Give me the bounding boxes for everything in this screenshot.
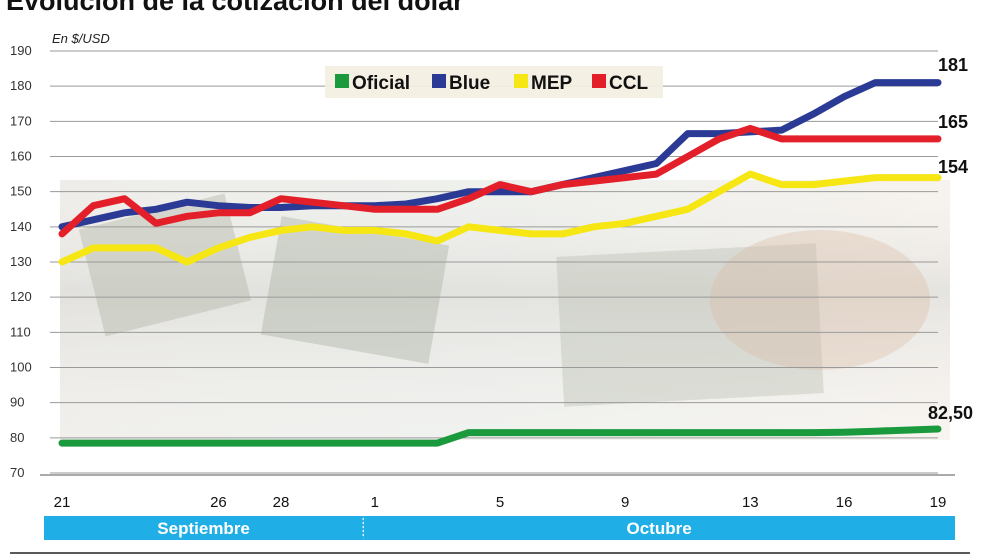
- series-line-blue: [58, 79, 942, 231]
- legend-label-mep: MEP: [531, 73, 573, 94]
- legend-label-ccl: CCL: [609, 73, 648, 94]
- y-tick-label-90: 90: [10, 395, 24, 410]
- y-tick-label-160: 160: [10, 149, 32, 164]
- x-tick-label-21: 21: [54, 494, 71, 511]
- legend-box: [325, 66, 663, 98]
- y-tick-label-70: 70: [10, 465, 24, 480]
- series-lines: [58, 79, 942, 447]
- y-tick-label-110: 110: [10, 324, 31, 339]
- series-line-ccl: [58, 124, 942, 238]
- x-tick-label-19: 19: [930, 494, 947, 511]
- series-line-oficial: [58, 425, 942, 447]
- x-axis-ticks: 21 26 28 1 5 9 13 16 19: [54, 494, 947, 511]
- end-label-oficial: 82,50: [928, 403, 973, 423]
- y-tick-label-190: 190: [10, 43, 32, 58]
- y-tick-label-170: 170: [10, 113, 32, 128]
- y-tick-label-80: 80: [10, 430, 24, 445]
- end-label-ccl: 165: [938, 112, 968, 132]
- legend-label-oficial: Oficial: [352, 73, 410, 94]
- background-photo: [60, 160, 950, 450]
- x-tick-label-16: 16: [836, 494, 853, 511]
- month-band-octubre: [363, 516, 955, 540]
- legend: Oficial Blue MEP CCL: [325, 66, 663, 98]
- legend-swatch-blue: [432, 74, 446, 88]
- legend-swatch-ccl: [592, 74, 606, 88]
- y-tick-label-180: 180: [10, 78, 32, 93]
- legend-label-blue: Blue: [449, 73, 490, 94]
- month-label-octubre: Octubre: [627, 519, 692, 538]
- series-line-mep: [58, 170, 942, 266]
- chart-title: Evolución de la cotización del dólar: [6, 0, 464, 16]
- y-axis-unit: En $/USD: [52, 31, 110, 46]
- end-label-mep: 154: [938, 157, 968, 177]
- end-label-blue: 181: [938, 55, 968, 75]
- y-axis-ticks: 70 80 90 100 110 120 130 140 150 160 170 180 190: [10, 43, 32, 480]
- end-value-labels: 82,50 181 154 165: [928, 55, 973, 423]
- month-band-septiembre: [44, 516, 364, 540]
- y-tick-label-150: 150: [10, 184, 32, 199]
- y-tick-label-130: 130: [10, 254, 32, 269]
- x-tick-label-1: 1: [371, 494, 379, 511]
- y-tick-label-140: 140: [10, 219, 32, 234]
- x-tick-label-26: 26: [210, 494, 227, 511]
- y-tick-label-120: 120: [10, 289, 32, 304]
- x-tick-label-13: 13: [742, 494, 759, 511]
- x-tick-label-9: 9: [621, 494, 629, 511]
- x-tick-label-5: 5: [496, 494, 504, 511]
- month-label-septiembre: Septiembre: [157, 519, 250, 538]
- y-tick-label-100: 100: [10, 360, 32, 375]
- legend-swatch-oficial: [335, 74, 349, 88]
- month-band: Septiembre Octubre: [44, 516, 955, 540]
- legend-swatch-mep: [514, 74, 528, 88]
- x-tick-label-28: 28: [273, 494, 290, 511]
